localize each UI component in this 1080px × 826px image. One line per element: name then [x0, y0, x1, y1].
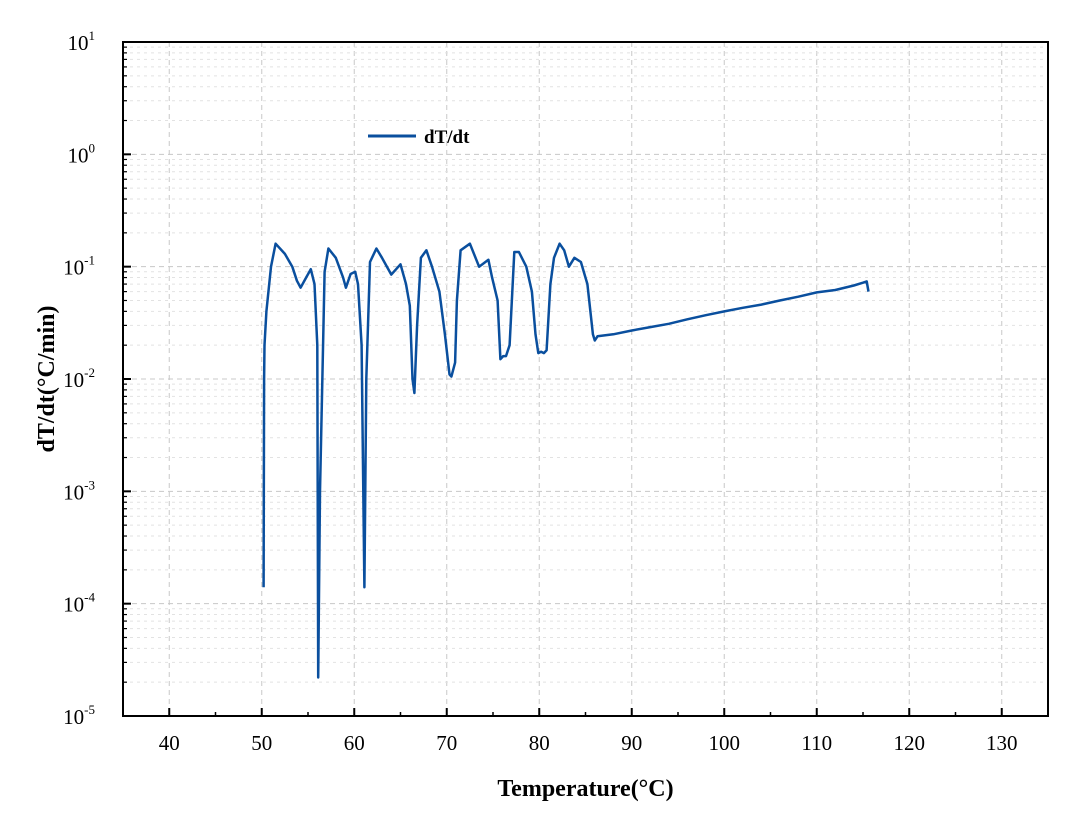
y-tick-exponent: -4 — [84, 590, 95, 605]
y-tick-label: 10-1 — [63, 253, 95, 280]
y-tick-label: 10-4 — [63, 590, 95, 617]
y-tick-label: 10-2 — [63, 365, 95, 392]
x-tick-label: 60 — [344, 731, 365, 755]
ticks: 40 50 60 70 80 90 100 110 120 13010-510-410-310-2… — [63, 28, 1049, 755]
series-layer — [262, 242, 870, 679]
x-tick-label: 40 — [159, 731, 180, 755]
x-tick-label: 80 — [529, 731, 550, 755]
y-tick-exponent: -2 — [84, 365, 95, 380]
y-tick-label: 101 — [68, 28, 96, 55]
grid — [123, 41, 1048, 717]
series-line-dt-dt — [262, 242, 870, 679]
y-tick-exponent: 1 — [89, 28, 96, 43]
y-tick-label: 100 — [68, 140, 96, 167]
x-tick-label: 120 — [894, 731, 926, 755]
y-tick-label: 10-3 — [63, 477, 95, 504]
y-axis-label: dT/dt(°C/min) — [34, 306, 60, 453]
y-tick-exponent: -3 — [84, 477, 95, 492]
y-tick-exponent: 0 — [89, 140, 96, 155]
y-tick-exponent: -5 — [84, 702, 95, 717]
legend: dT/dt — [368, 127, 470, 148]
y-tick-label: 10-5 — [63, 702, 95, 729]
x-tick-label: 110 — [801, 731, 832, 755]
x-tick-label: 130 — [986, 731, 1018, 755]
x-axis-label: Temperature(°C) — [497, 776, 673, 802]
x-tick-label: 100 — [709, 731, 741, 755]
x-tick-label: 70 — [436, 731, 457, 755]
y-tick-exponent: -1 — [84, 253, 95, 268]
legend-label-dt-dt: dT/dt — [424, 127, 470, 148]
x-tick-label: 90 — [621, 731, 642, 755]
x-tick-label: 50 — [251, 731, 272, 755]
